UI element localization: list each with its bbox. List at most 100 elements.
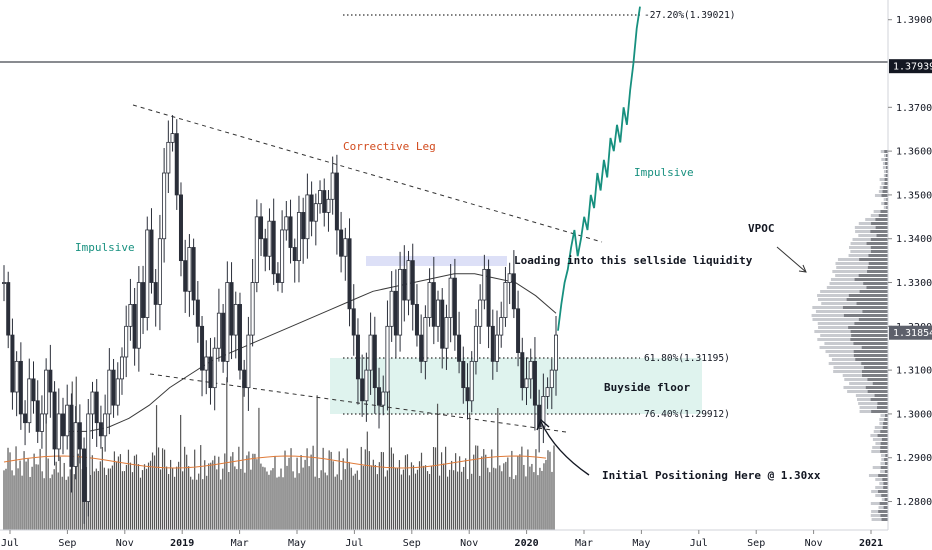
profile-bar-dark — [880, 442, 888, 445]
profile-bar-dark — [882, 478, 888, 481]
profile-bar — [844, 378, 888, 381]
candle-body — [368, 334, 373, 371]
candle-body — [263, 238, 268, 257]
candle-body — [271, 220, 276, 275]
profile-bar-dark — [885, 174, 888, 177]
profile-bar-dark — [878, 474, 888, 477]
candle-body — [436, 299, 441, 327]
candle-body — [157, 238, 162, 305]
candle-body — [103, 413, 108, 437]
candle-body — [246, 334, 251, 389]
candle-body — [39, 413, 44, 432]
volume-ma-line — [3, 455, 547, 469]
candle-body — [292, 247, 297, 262]
profile-bar — [832, 270, 888, 273]
candle-body — [267, 220, 272, 257]
profile-bar-dark — [867, 390, 888, 393]
profile-bar-dark — [859, 290, 888, 293]
candle-body — [52, 391, 57, 450]
candle-body — [174, 133, 179, 196]
buyside-floor: Buyside floor — [604, 381, 690, 394]
profile-bar-dark — [884, 470, 888, 473]
candle-body — [389, 290, 394, 327]
profile-bar-dark — [884, 462, 888, 465]
profile-bar-dark — [848, 294, 888, 297]
profile-bar-dark — [877, 402, 888, 405]
profile-bar-dark — [883, 482, 888, 485]
profile-bar — [854, 226, 888, 229]
projection-line — [557, 6, 641, 331]
profile-bar-dark — [884, 418, 888, 421]
candle-body — [554, 334, 559, 371]
profile-bar — [875, 478, 888, 481]
profile-bar-dark — [867, 270, 888, 273]
profile-bar-dark — [859, 258, 888, 261]
corrective-leg: Corrective Leg — [343, 140, 436, 153]
candle-body — [457, 334, 462, 362]
candle-body — [398, 268, 403, 336]
candle-body — [187, 247, 192, 292]
profile-bar — [820, 290, 888, 293]
profile-bar — [819, 346, 888, 349]
vpoc-arrow-head — [798, 264, 807, 273]
profile-bar-dark — [886, 154, 888, 157]
candle-body — [98, 422, 103, 437]
profile-bar — [833, 370, 888, 373]
profile-bar-dark — [886, 166, 888, 169]
y-tick-label: 1.37000 — [896, 103, 932, 114]
x-tick-label: Nov — [805, 538, 823, 549]
candle-body — [406, 260, 411, 301]
profile-bar-dark — [881, 494, 888, 497]
candle-body — [200, 325, 205, 371]
profile-bar-dark — [868, 254, 888, 257]
profile-bar-dark — [870, 250, 888, 253]
candle-body — [465, 387, 470, 402]
y-tick-label: 1.30000 — [896, 409, 932, 420]
profile-bar-dark — [879, 502, 888, 505]
profile-bar-dark — [867, 266, 888, 269]
profile-bar-dark — [878, 510, 888, 513]
candle-body — [237, 304, 242, 371]
profile-bar-dark — [878, 214, 888, 217]
candle-body — [516, 308, 521, 354]
profile-bar — [882, 166, 888, 169]
current-price-label: 1.31854 — [893, 328, 932, 339]
profile-bar — [849, 246, 888, 249]
candle-body — [372, 334, 377, 389]
profile-bar — [870, 502, 888, 505]
candle-body — [507, 273, 512, 283]
candle-body — [296, 212, 301, 262]
profile-bar — [872, 446, 888, 449]
candle-body — [339, 229, 344, 257]
profile-bar — [883, 206, 888, 209]
candle-body — [313, 203, 318, 222]
profile-bar-dark — [861, 346, 888, 349]
profile-bar-dark — [850, 338, 888, 341]
profile-bar — [878, 506, 888, 509]
candle-body — [69, 404, 74, 467]
candle-body — [355, 334, 360, 380]
profile-bar — [835, 262, 888, 265]
profile-bar — [828, 362, 888, 365]
candle-body — [427, 282, 432, 318]
profile-bar — [858, 402, 888, 405]
x-tick-label: May — [288, 538, 306, 549]
profile-bar — [847, 390, 888, 393]
candle-body — [440, 299, 445, 349]
candle-body — [326, 198, 331, 213]
profile-bar — [883, 198, 888, 201]
candle-body — [309, 194, 314, 222]
profile-bar — [812, 318, 888, 321]
profile-bar — [858, 234, 888, 237]
profile-bar-dark — [883, 506, 888, 509]
profile-bar-dark — [853, 342, 888, 345]
x-tick-label: Nov — [460, 538, 478, 549]
candle-body — [166, 141, 171, 174]
candle-body — [499, 317, 504, 336]
profile-bar — [843, 386, 888, 389]
profile-bar-dark — [854, 278, 888, 281]
candle-body — [191, 247, 196, 301]
profile-bar-dark — [856, 302, 888, 305]
candle-body — [330, 172, 335, 200]
